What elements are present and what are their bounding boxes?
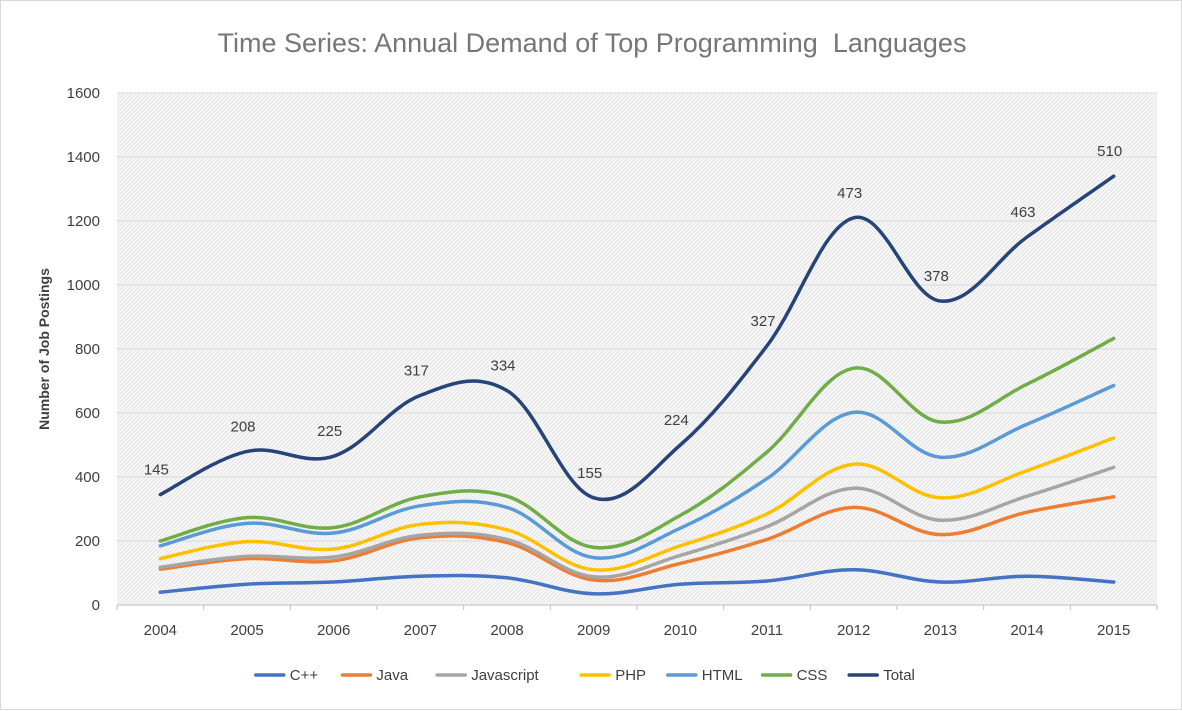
series-line-javascript	[158, 465, 1116, 579]
y-tick-label: 800	[75, 341, 100, 358]
data-label: 145	[144, 462, 169, 479]
series-lines	[158, 174, 1116, 596]
x-tick-label: 2007	[404, 622, 437, 639]
y-tick-label: 1400	[67, 149, 100, 166]
x-tick-label: 2008	[490, 622, 523, 639]
x-tick-label: 2014	[1010, 622, 1043, 639]
data-label: 317	[404, 362, 429, 379]
legend-label-java: Java	[376, 667, 408, 684]
series-line-java	[158, 495, 1116, 583]
legend-label-c: C++	[290, 667, 319, 684]
data-label: 378	[924, 268, 949, 285]
y-tick-label: 1600	[67, 85, 100, 102]
data-label: 327	[750, 313, 775, 330]
data-labels: 145 208 225 317 334 155 224 327 473 378 463 510	[144, 143, 1122, 482]
x-tick-label: 2005	[230, 622, 263, 639]
data-label: 155	[577, 465, 602, 482]
x-tick-label: 2004	[144, 622, 177, 639]
legend-label-total: Total	[883, 667, 915, 684]
y-tick-label: 0	[92, 597, 100, 614]
y-axis-label: Number of Job Postings	[36, 268, 52, 430]
x-tick-label: 2015	[1097, 622, 1130, 639]
series-line-c	[158, 568, 1116, 596]
series-line-php	[158, 436, 1116, 572]
x-tick-label: 2013	[924, 622, 957, 639]
data-label: 225	[317, 423, 342, 440]
legend-label-javascript: Javascript	[471, 667, 539, 684]
data-label: 208	[230, 418, 255, 435]
data-label: 224	[664, 412, 689, 429]
data-label: 463	[1010, 204, 1035, 221]
y-axis-ticks: 0 200 400 600 800 1000 1200 1400 1600	[67, 85, 100, 614]
x-tick-label: 2012	[837, 622, 870, 639]
y-tick-label: 600	[75, 405, 100, 422]
legend-label-html: HTML	[702, 667, 743, 684]
y-tick-label: 400	[75, 469, 100, 486]
legend: C++ Java Javascript PHP HTML CSS Total	[254, 667, 915, 684]
data-label: 473	[837, 185, 862, 202]
series-line-html	[158, 383, 1116, 560]
series-line-total	[158, 174, 1116, 502]
series-line-css	[158, 336, 1116, 550]
x-tick-label: 2011	[751, 622, 783, 639]
x-tick-label: 2010	[664, 622, 697, 639]
x-tick-label: 2006	[317, 622, 350, 639]
legend-label-php: PHP	[615, 667, 646, 684]
y-tick-label: 1200	[67, 213, 100, 230]
y-tick-label: 1000	[67, 277, 100, 294]
legend-label-css: CSS	[797, 667, 828, 684]
x-axis-ticks: 2004 2005 2006 2007 2008 2009 2010 2011 2012 2013…	[116, 605, 1158, 639]
data-label: 510	[1097, 143, 1122, 160]
data-label: 334	[490, 358, 515, 375]
x-tick-label: 2009	[577, 622, 610, 639]
y-tick-label: 200	[75, 533, 100, 550]
chart-title: Time Series: Annual Demand of Top Progra…	[218, 28, 967, 58]
